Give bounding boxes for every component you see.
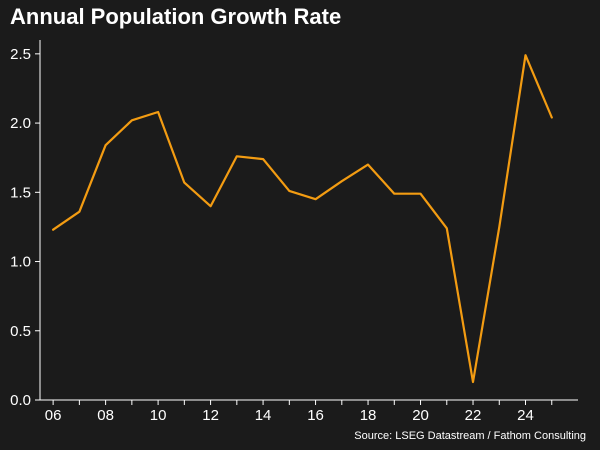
y-tick-label: 0.5 xyxy=(10,323,31,340)
y-tick-label: 1.5 xyxy=(10,184,31,201)
x-tick-label: 06 xyxy=(45,407,62,424)
y-tick-label: 2.5 xyxy=(10,46,31,63)
x-tick-label: 14 xyxy=(255,407,272,424)
source-note: Source: LSEG Datastream / Fathom Consult… xyxy=(354,430,586,442)
x-tick-label: 16 xyxy=(307,407,324,424)
y-tick-label: 2.0 xyxy=(10,115,31,132)
chart-title: Annual Population Growth Rate xyxy=(10,4,342,29)
x-tick-label: 20 xyxy=(412,407,429,424)
x-tick-label: 08 xyxy=(97,407,114,424)
x-tick-label: 18 xyxy=(360,407,377,424)
x-tick-label: 12 xyxy=(202,407,219,424)
series-line xyxy=(51,54,553,384)
x-tick-label: 10 xyxy=(150,407,167,424)
x-tick-label: 22 xyxy=(465,407,482,424)
y-tick-label: 1.0 xyxy=(10,254,31,271)
x-axis-ticks: 06 08 10 12 14 16 18 20 22 24 xyxy=(45,400,553,424)
chart-axes xyxy=(39,40,578,401)
x-tick-label: 24 xyxy=(517,407,534,424)
y-tick-label: 0.0 xyxy=(10,392,31,409)
series-layer xyxy=(51,54,553,384)
y-axis-ticks: 0.0 0.5 1.0 1.5 2.0 2.5 xyxy=(10,46,40,409)
